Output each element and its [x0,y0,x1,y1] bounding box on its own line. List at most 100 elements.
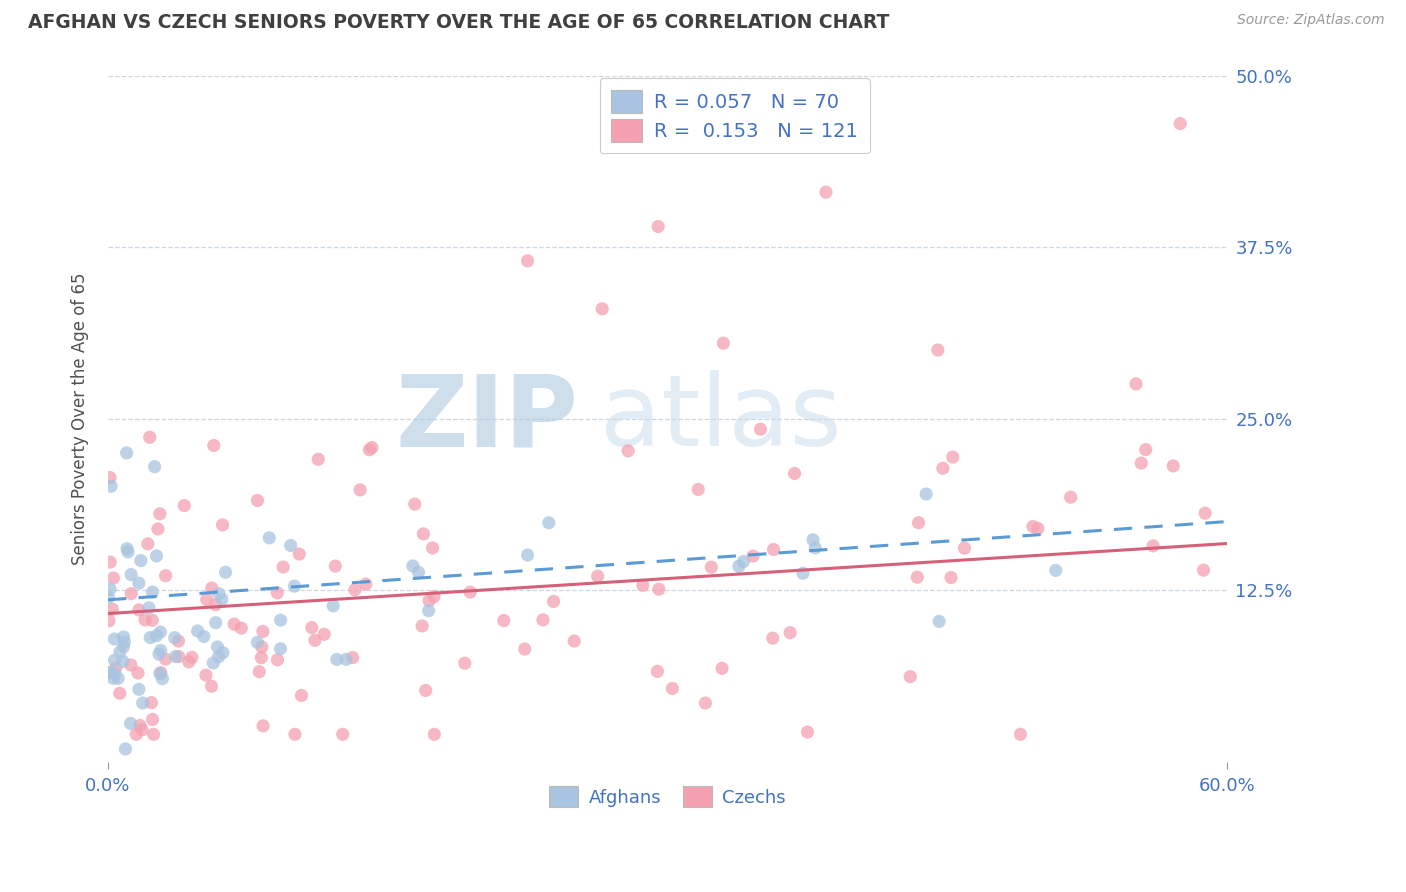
Point [108,686,131,700]
Point [104,666,127,681]
Text: Source: ZipAtlas.com: Source: ZipAtlas.com [1237,13,1385,28]
Point [749,422,772,436]
Point [907,516,929,530]
Text: AFGHAN VS CZECH SENIORS POVERTY OVER THE AGE OF 65 CORRELATION CHART: AFGHAN VS CZECH SENIORS POVERTY OVER THE… [28,13,890,32]
Point [97,591,120,605]
Point [314,627,336,641]
Point [149,665,172,680]
Point [928,615,950,629]
Point [112,640,135,654]
Point [114,742,136,756]
Point [290,689,312,703]
Point [270,641,292,656]
Point [200,679,222,693]
Point [402,558,425,573]
Point [516,253,538,268]
Point [354,577,377,591]
Point [905,570,928,584]
Point [246,493,269,508]
Point [98,555,121,569]
Point [423,590,446,604]
Point [408,566,430,580]
Point [138,600,160,615]
Point [688,483,710,497]
Point [195,592,218,607]
Point [202,438,225,452]
Point [361,441,384,455]
Point [939,570,962,584]
Point [647,665,669,679]
Point [167,649,190,664]
Point [111,655,134,669]
Point [661,681,683,696]
Point [814,185,837,199]
Point [108,645,131,659]
Point [783,467,806,481]
Point [163,631,186,645]
Point [246,635,269,649]
Point [349,483,371,497]
Point [762,631,785,645]
Point [152,672,174,686]
Point [898,670,921,684]
Point [516,548,538,562]
Point [359,442,381,457]
Point [804,541,827,555]
Point [125,727,148,741]
Point [204,615,226,630]
Point [531,613,554,627]
Point [631,578,654,592]
Point [647,219,669,234]
Point [127,665,149,680]
Point [513,642,536,657]
Point [167,634,190,648]
Point [700,560,723,574]
Point [129,718,152,732]
Point [322,599,344,613]
Point [423,727,446,741]
Point [98,582,121,597]
Point [141,613,163,627]
Point [211,517,233,532]
Point [112,630,135,644]
Point [247,665,270,679]
Point [100,479,122,493]
Point [100,665,122,680]
Point [733,555,755,569]
Point [418,604,440,618]
Text: ZIP: ZIP [395,370,578,467]
Point [932,461,955,475]
Point [201,581,224,595]
Point [104,661,127,675]
Point [129,553,152,567]
Point [98,470,121,484]
Point [415,683,437,698]
Point [796,725,818,739]
Point [266,586,288,600]
Point [404,497,426,511]
Point [648,582,671,597]
Point [149,625,172,640]
Point [128,682,150,697]
Point [231,621,253,635]
Point [101,602,124,616]
Point [711,661,734,675]
Point [142,727,165,741]
Point [742,549,765,563]
Point [257,531,280,545]
Point [214,566,236,580]
Point [103,671,125,685]
Point [177,655,200,669]
Point [149,643,172,657]
Point [131,723,153,737]
Point [128,576,150,591]
Point [942,450,965,464]
Point [131,696,153,710]
Point [224,617,246,632]
Point [207,649,229,664]
Point [280,539,302,553]
Point [193,630,215,644]
Point [250,640,273,654]
Point [117,545,139,559]
Point [458,585,481,599]
